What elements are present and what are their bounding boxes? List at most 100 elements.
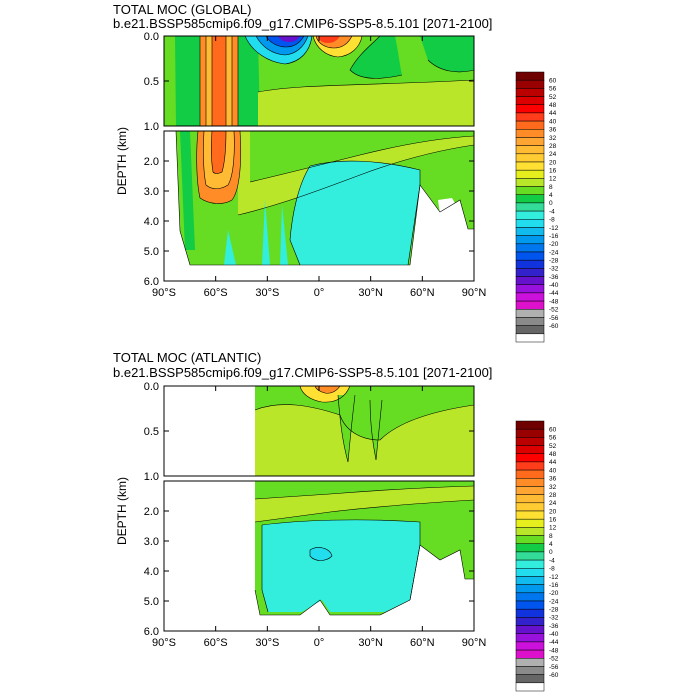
global-colorbar-label: -32 (549, 266, 559, 273)
global-colorbar-swatch (515, 235, 545, 245)
global-ytick-label: 0.0 (144, 31, 159, 43)
atlantic-colorbar-swatch (515, 641, 545, 651)
global-colorbar-label: -16 (549, 233, 559, 240)
atlantic-colorbar-swatch (515, 649, 545, 659)
global-axes: 90°S 60°S 30°S 0° 30°N 60°N 90°N 0.0 0.5 1.0 2.0 3.… (144, 31, 487, 299)
global-colorbar-swatch (515, 333, 545, 343)
global-colorbar-swatch (515, 88, 545, 97)
atlantic-colorbar-swatch (515, 551, 545, 561)
global-colorbar-label: 20 (549, 159, 557, 166)
atlantic-ytick-label: 6.0 (144, 626, 159, 638)
global-colorbar-swatch (515, 251, 545, 261)
atlantic-ytick-label: 2.0 (144, 506, 159, 518)
atlantic-colorbar-swatch (515, 486, 545, 495)
atlantic-colorbar-label: 52 (549, 443, 557, 450)
global-xtick-label: 60°N (410, 287, 435, 299)
global-colorbar-label: -40 (549, 282, 559, 289)
atlantic-colorbar-label: 16 (549, 516, 557, 523)
atlantic-colorbar-label: -12 (549, 574, 559, 581)
global-xtick-label: 30°N (358, 287, 383, 299)
atlantic-colorbar-label: 12 (549, 525, 557, 532)
atlantic-colorbar-label: -56 (549, 664, 559, 671)
atlantic-colorbar-label: 20 (549, 508, 557, 515)
global-colorbar-label: -8 (549, 217, 555, 224)
global-colorbar-swatch (515, 219, 545, 228)
atlantic-colorbar-swatch (515, 453, 545, 463)
atlantic-colorbar-swatch (515, 437, 545, 446)
global-colorbar-swatch (515, 153, 545, 163)
atlantic-colorbar-label: 24 (549, 500, 557, 507)
atlantic-upper-field (164, 386, 474, 476)
global-xtick-label: 30°S (255, 287, 279, 299)
atlantic-xtick-label: 90°N (462, 637, 487, 649)
atlantic-colorbar-swatch (515, 633, 545, 643)
atlantic-colorbar-label: 40 (549, 467, 557, 474)
global-colorbar-swatch (515, 120, 545, 130)
atlantic-colorbar-swatch (515, 625, 545, 634)
atlantic-colorbar-swatch (515, 518, 545, 528)
atlantic-colorbar-swatch (515, 502, 545, 512)
atlantic-colorbar-label: -4 (549, 557, 555, 564)
global-colorbar-label: -36 (549, 274, 559, 281)
global-colorbar-swatch (515, 104, 545, 114)
global-colorbar-swatch (515, 96, 545, 105)
global-colorbar-swatch (515, 71, 545, 81)
atlantic-ytick-label: 0.5 (144, 426, 159, 438)
atlantic-colorbar-swatch (515, 527, 545, 536)
global-colorbar-swatch (515, 194, 545, 204)
atlantic-colorbar-swatch (515, 535, 545, 544)
atlantic-colorbar-label: 0 (549, 549, 553, 556)
atlantic-ytick-label: 0.0 (144, 381, 159, 393)
global-title: TOTAL MOC (GLOBAL) (113, 2, 251, 17)
atlantic-colorbar-label: -8 (549, 566, 555, 573)
atlantic-colorbar-label: -60 (549, 672, 559, 679)
global-colorbar-swatch (515, 268, 545, 277)
global-colorbar-swatch (515, 145, 545, 155)
global-colorbar-label: 40 (549, 118, 557, 125)
atlantic-colorbar-label: -40 (549, 631, 559, 638)
global-colorbar-label: 4 (549, 192, 553, 199)
atlantic-xtick-label: 60°N (410, 637, 435, 649)
atlantic-colorbar-label: -28 (549, 606, 559, 613)
global-lower-field (164, 131, 474, 281)
atlantic-xtick-label: 60°S (204, 637, 228, 649)
global-colorbar-label: 52 (549, 94, 557, 101)
global-colorbar-swatch (515, 243, 545, 253)
atlantic-ytick-label: 3.0 (144, 536, 159, 548)
global-colorbar-swatch (515, 292, 545, 302)
global-ytick-label: 5.0 (144, 246, 159, 258)
global-colorbar-label: 36 (549, 127, 557, 134)
atlantic-subtitle: b.e21.BSSP585cmip6.f09_g17.CMIP6-SSP5-8.… (113, 365, 492, 380)
atlantic-colorbar-swatch (515, 608, 545, 618)
global-colorbar-label: 12 (549, 176, 557, 183)
atlantic-colorbar-swatch (515, 592, 545, 602)
atlantic-colorbar-label: -32 (549, 615, 559, 622)
atlantic-colorbar-label: 32 (549, 484, 557, 491)
atlantic-colorbar-swatch (515, 559, 545, 569)
atlantic-colorbar-label: 56 (549, 435, 557, 442)
atlantic-colorbar-swatch (515, 600, 545, 610)
atlantic-ylabel: DEPTH (km) (115, 477, 129, 545)
atlantic-colorbar-swatch (515, 584, 545, 594)
global-ytick-label: 4.0 (144, 216, 159, 228)
global-colorbar-label: 48 (549, 102, 557, 109)
atlantic-colorbar-swatch (515, 617, 545, 626)
atlantic-panel: TOTAL MOC (ATLANTIC) b.e21.BSSP585cmip6.… (113, 350, 492, 649)
atlantic-ytick-label: 5.0 (144, 596, 159, 608)
global-ytick-label: 1.0 (144, 121, 159, 133)
global-colorbar-swatch (515, 202, 545, 212)
global-colorbar-label: 24 (549, 151, 557, 158)
atlantic-xtick-label: 30°S (255, 637, 279, 649)
atlantic-xtick-label: 0° (314, 637, 325, 649)
atlantic-colorbar-label: -36 (549, 623, 559, 630)
atlantic-colorbar-label: 48 (549, 451, 557, 458)
atlantic-lower-field (164, 481, 474, 631)
global-ytick-label: 3.0 (144, 186, 159, 198)
global-colorbar-label: -52 (549, 307, 559, 314)
atlantic-title: TOTAL MOC (ATLANTIC) (113, 350, 261, 365)
global-colorbar-swatch (515, 210, 545, 220)
global-xtick-label: 90°S (152, 287, 176, 299)
global-colorbar-swatch (515, 137, 545, 146)
global-panel: TOTAL MOC (GLOBAL) b.e21.BSSP585cmip6.f0… (113, 2, 492, 299)
